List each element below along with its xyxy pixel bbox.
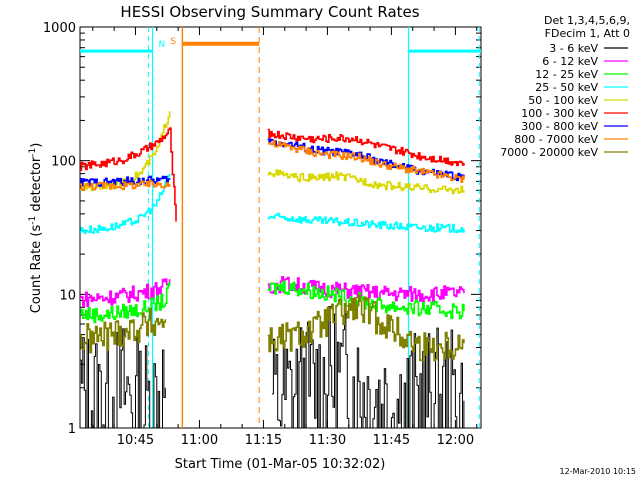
y-axis-label-sup1: -1 bbox=[28, 216, 38, 225]
series-line-5-seg2 bbox=[267, 169, 465, 195]
series-line-1-seg1 bbox=[80, 327, 166, 429]
series-line-3-seg1 bbox=[80, 282, 171, 324]
series-line-2-seg1 bbox=[80, 278, 171, 308]
series-line-8-seg1 bbox=[80, 179, 171, 191]
series-line-6-seg2 bbox=[267, 128, 465, 167]
x-tick-label: 11:30 bbox=[309, 433, 346, 448]
legend-label: 300 - 800 keV bbox=[521, 120, 598, 133]
y-tick-label: 1 bbox=[68, 422, 76, 437]
timestamp: 12-Mar-2010 10:15 bbox=[560, 467, 637, 476]
legend-label: 3 - 6 keV bbox=[549, 42, 598, 55]
chart-title: HESSI Observing Summary Count Rates bbox=[120, 3, 419, 21]
series-line-1-seg2 bbox=[272, 306, 465, 429]
series-line-7-seg1 bbox=[80, 175, 171, 187]
y-axis-label-mid: detector bbox=[29, 156, 44, 216]
night-marker: N bbox=[159, 40, 166, 50]
x-tick-label: 11:15 bbox=[245, 433, 282, 448]
series-line-9-seg1 bbox=[80, 307, 167, 354]
legend-header-line1: Det 1,3,4,5,6,9, bbox=[544, 14, 630, 27]
plot-area: 10:45 11:00 11:15 11:30 11:45 12:00 1 10 100 1000… bbox=[43, 21, 482, 448]
y-tick-label: 1000 bbox=[43, 21, 76, 36]
saa-marker: S bbox=[170, 37, 176, 47]
x-tick-label: 11:45 bbox=[373, 433, 410, 448]
legend-label: 800 - 7000 keV bbox=[514, 133, 598, 146]
series-line-4-seg2 bbox=[267, 212, 465, 234]
series-line-6-seg1 bbox=[80, 127, 177, 222]
legend: Det 1,3,4,5,6,9, FDecim 1, Att 0 3 - 6 k… bbox=[500, 14, 630, 159]
x-tick-label: 11:00 bbox=[181, 433, 218, 448]
y-axis-label-prefix: Count Rate (s bbox=[29, 225, 44, 314]
series-line-8-seg2 bbox=[267, 139, 465, 183]
legend-label: 6 - 12 keV bbox=[542, 55, 598, 68]
y-axis-label: Count Rate (s-1 detector-1) bbox=[28, 143, 44, 314]
x-axis-label: Start Time (01-Mar-05 10:32:02) bbox=[175, 457, 386, 472]
legend-header-line2: FDecim 1, Att 0 bbox=[545, 27, 630, 40]
plot-frame bbox=[79, 26, 482, 429]
y-axis-label-suffix: ) bbox=[29, 143, 44, 148]
legend-label: 7000 - 20000 keV bbox=[500, 146, 598, 159]
legend-label: 25 - 50 keV bbox=[535, 81, 598, 94]
x-tick-label: 12:00 bbox=[437, 433, 474, 448]
y-tick-label: 100 bbox=[51, 155, 76, 170]
legend-label: 50 - 100 keV bbox=[528, 94, 598, 107]
series-line-9-seg2 bbox=[267, 294, 465, 362]
series-line-4-seg1 bbox=[80, 173, 171, 235]
y-axis-label-sup2: -1 bbox=[28, 148, 38, 157]
legend-label: 12 - 25 keV bbox=[535, 68, 598, 81]
x-tick-label: 10:45 bbox=[117, 433, 154, 448]
y-tick-label: 10 bbox=[59, 288, 76, 303]
legend-label: 100 - 300 keV bbox=[521, 107, 598, 120]
